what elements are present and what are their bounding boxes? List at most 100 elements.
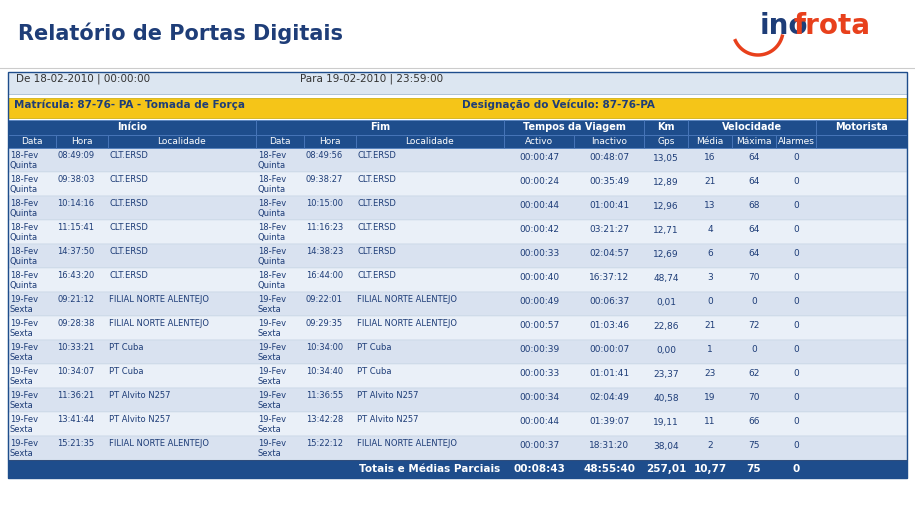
Text: FILIAL NORTE ALENTEJO: FILIAL NORTE ALENTEJO (357, 295, 457, 304)
Text: Quinta: Quinta (258, 281, 286, 290)
Text: Localidade: Localidade (157, 137, 207, 146)
Text: 3: 3 (707, 274, 713, 282)
Text: 23: 23 (705, 370, 716, 378)
Text: 0: 0 (793, 442, 799, 450)
Bar (816, 135, 907, 148)
Text: 75: 75 (747, 464, 761, 474)
Bar (8, 388, 907, 412)
Text: 21: 21 (705, 321, 716, 331)
Text: 02:04:49: 02:04:49 (589, 393, 629, 403)
Text: Sexta: Sexta (258, 377, 282, 386)
Text: CLT.ERSD: CLT.ERSD (109, 223, 148, 232)
Text: 12,69: 12,69 (653, 250, 679, 258)
Bar (56, 135, 108, 148)
Text: 18-Fev: 18-Fev (258, 247, 286, 256)
Text: CLT.ERSD: CLT.ERSD (357, 199, 396, 208)
Text: Sexta: Sexta (258, 305, 282, 314)
Text: Quinta: Quinta (10, 281, 38, 290)
Text: 40,58: 40,58 (653, 393, 679, 403)
Text: 19-Fev: 19-Fev (10, 343, 38, 352)
Text: Máxima: Máxima (737, 137, 771, 146)
Text: 0: 0 (793, 393, 799, 403)
Text: 18-Fev: 18-Fev (258, 151, 286, 160)
Text: 00:00:07: 00:00:07 (589, 346, 630, 354)
Text: Designação do Veículo: 87-76-PA: Designação do Veículo: 87-76-PA (462, 99, 655, 110)
Bar (304, 135, 356, 148)
Text: 1: 1 (707, 346, 713, 354)
Text: Sexta: Sexta (10, 401, 34, 410)
Text: 18-Fev: 18-Fev (10, 247, 38, 256)
Text: Quinta: Quinta (10, 257, 38, 266)
Text: Quinta: Quinta (10, 185, 38, 194)
Bar (8, 316, 907, 340)
Text: 01:00:41: 01:00:41 (589, 201, 630, 211)
Text: 19-Fev: 19-Fev (10, 415, 38, 424)
Text: Hora: Hora (319, 137, 340, 146)
Text: 11: 11 (705, 417, 716, 427)
Text: 19-Fev: 19-Fev (10, 391, 38, 400)
Text: 11:16:23: 11:16:23 (306, 223, 343, 232)
Bar (8, 268, 907, 292)
Text: 4: 4 (707, 225, 713, 235)
Bar (574, 135, 644, 148)
Bar (504, 135, 574, 148)
Text: Quinta: Quinta (258, 161, 286, 170)
Text: Início: Início (117, 122, 147, 132)
Text: PT Cuba: PT Cuba (109, 367, 144, 376)
Text: 19-Fev: 19-Fev (10, 319, 38, 328)
Text: PT Alvito N257: PT Alvito N257 (357, 391, 418, 400)
Text: Tempos da Viagem: Tempos da Viagem (522, 122, 626, 132)
Text: 00:00:44: 00:00:44 (519, 417, 559, 427)
Text: Sexta: Sexta (258, 425, 282, 434)
Text: 18:31:20: 18:31:20 (589, 442, 630, 450)
Text: 2: 2 (707, 442, 713, 450)
Text: 38,04: 38,04 (653, 442, 679, 450)
Text: 21: 21 (705, 177, 716, 186)
Text: 01:01:41: 01:01:41 (589, 370, 630, 378)
Text: 00:48:07: 00:48:07 (589, 154, 630, 162)
Text: Velocidade: Velocidade (722, 122, 782, 132)
Bar (8, 120, 256, 135)
Text: 0: 0 (793, 201, 799, 211)
Text: 64: 64 (748, 154, 759, 162)
Text: CLT.ERSD: CLT.ERSD (109, 151, 148, 160)
Text: 0: 0 (751, 297, 757, 307)
Text: 19-Fev: 19-Fev (10, 295, 38, 304)
Text: 09:21:12: 09:21:12 (57, 295, 94, 304)
Text: 11:15:41: 11:15:41 (57, 223, 94, 232)
Text: 00:00:33: 00:00:33 (519, 370, 559, 378)
Text: Quinta: Quinta (10, 233, 38, 242)
Text: 0: 0 (793, 154, 799, 162)
Bar (8, 436, 907, 460)
Text: FILIAL NORTE ALENTEJO: FILIAL NORTE ALENTEJO (109, 439, 209, 448)
Text: 19-Fev: 19-Fev (258, 415, 286, 424)
Text: 18-Fev: 18-Fev (10, 271, 38, 280)
Text: Localidade: Localidade (405, 137, 455, 146)
Bar (8, 148, 907, 172)
Text: 0,01: 0,01 (656, 297, 676, 307)
Text: 13,05: 13,05 (653, 154, 679, 162)
Text: 10:34:07: 10:34:07 (57, 367, 94, 376)
Text: 0: 0 (793, 297, 799, 307)
Text: PT Cuba: PT Cuba (357, 367, 392, 376)
Text: 0,00: 0,00 (656, 346, 676, 354)
Text: 64: 64 (748, 250, 759, 258)
Text: 19-Fev: 19-Fev (258, 343, 286, 352)
Bar (8, 220, 907, 244)
Text: 0: 0 (793, 370, 799, 378)
Text: 00:00:57: 00:00:57 (519, 321, 559, 331)
Text: 12,96: 12,96 (653, 201, 679, 211)
Text: Km: Km (657, 122, 674, 132)
Text: Hora: Hora (71, 137, 92, 146)
Text: 0: 0 (793, 250, 799, 258)
Bar (688, 135, 732, 148)
Text: 18-Fev: 18-Fev (10, 223, 38, 232)
Text: 10:34:00: 10:34:00 (306, 343, 343, 352)
Text: Sexta: Sexta (10, 425, 34, 434)
Text: CLT.ERSD: CLT.ERSD (109, 175, 148, 184)
Text: 00:35:49: 00:35:49 (589, 177, 630, 186)
Bar (8, 98, 907, 118)
Bar (8, 172, 907, 196)
Text: Para 19-02-2010 | 23:59:00: Para 19-02-2010 | 23:59:00 (300, 74, 443, 85)
Text: FILIAL NORTE ALENTEJO: FILIAL NORTE ALENTEJO (357, 319, 457, 328)
